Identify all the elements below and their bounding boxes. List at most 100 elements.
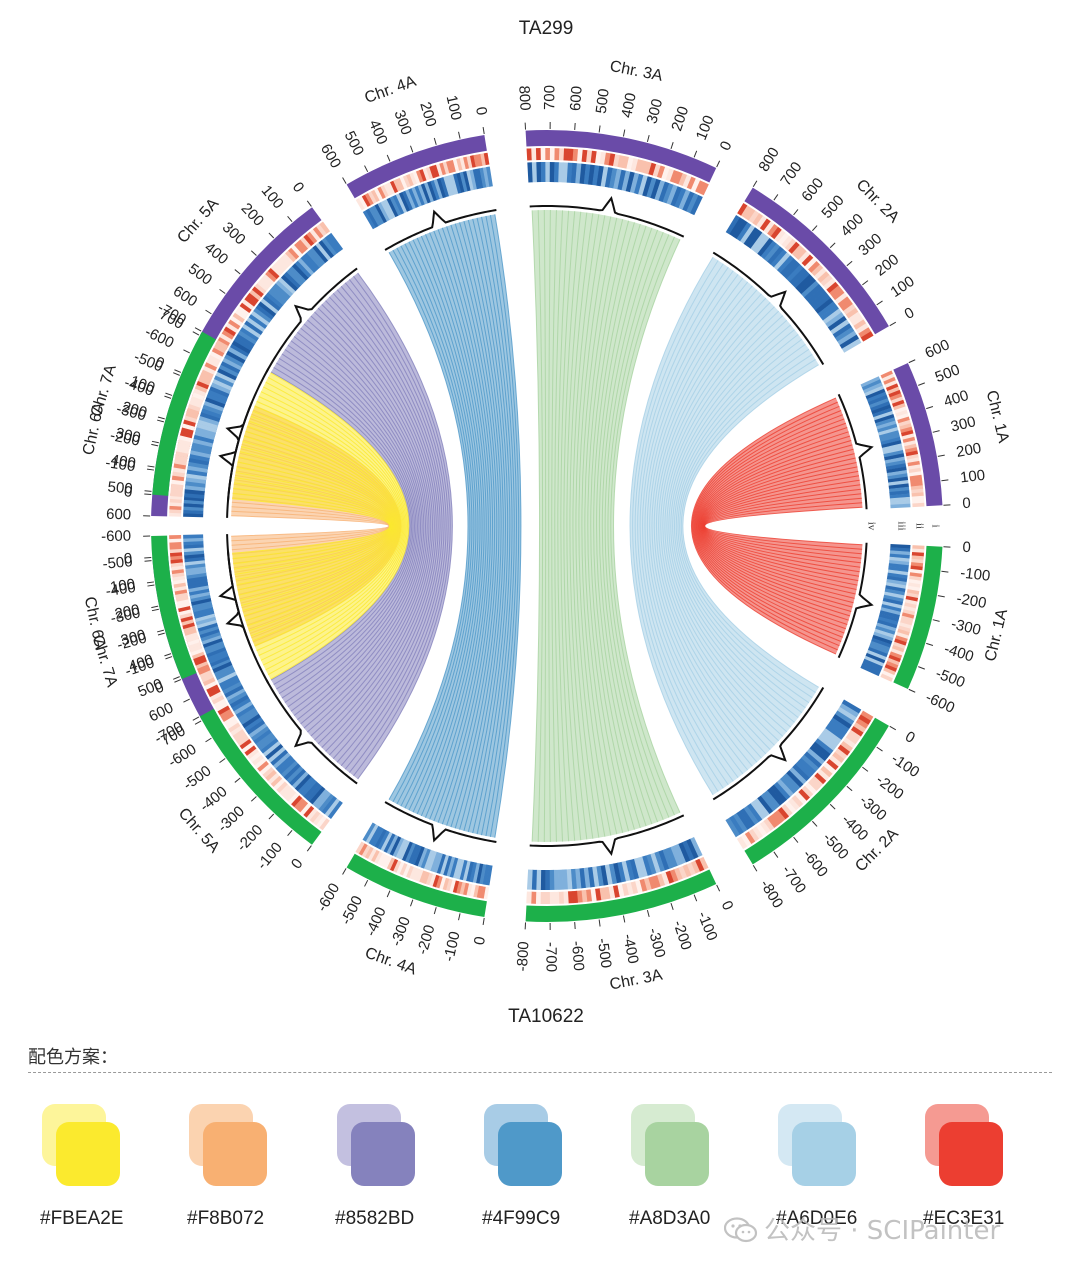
heat-segment <box>191 392 205 401</box>
link-strand <box>489 215 520 837</box>
link-strand <box>353 275 451 777</box>
tick-label: -700 <box>778 862 809 896</box>
link-strand <box>679 353 813 699</box>
heat-segment <box>586 150 593 163</box>
heat-segment <box>904 447 918 454</box>
tick-mark <box>716 884 721 892</box>
heat-segment <box>386 857 395 870</box>
tick-label: -200 <box>873 771 907 803</box>
chromosome-chr7a-bottom <box>152 331 248 499</box>
tick-mark <box>157 629 165 633</box>
tick-mark <box>183 349 190 354</box>
depth-profile <box>225 368 270 501</box>
density-segment <box>888 566 909 573</box>
density-segment <box>750 800 766 820</box>
density-segment <box>827 315 847 332</box>
heat-segment <box>199 669 213 679</box>
density-segment <box>800 754 819 772</box>
density-segment <box>871 637 892 648</box>
density-segment <box>553 162 560 183</box>
tick-mark <box>716 160 721 168</box>
link-strand <box>607 234 670 818</box>
density-segment <box>465 861 474 882</box>
link-strand <box>237 461 393 591</box>
link-strand <box>692 401 838 651</box>
density-segment <box>210 382 231 394</box>
link-strand <box>267 377 408 675</box>
density-segment <box>224 353 244 367</box>
tick-mark <box>433 907 437 915</box>
heat-segment <box>284 789 297 802</box>
heat-segment <box>179 612 193 619</box>
heat-segment <box>682 174 692 188</box>
heat-segment <box>466 883 473 897</box>
tick-mark <box>941 570 949 573</box>
tick-label: -400 <box>838 811 871 844</box>
tick-mark <box>306 200 312 207</box>
depth-profile <box>529 196 685 238</box>
track-label: ii <box>913 523 925 529</box>
heat-segment <box>899 423 912 431</box>
heat-segment <box>540 148 546 161</box>
tick-label: 300 <box>390 108 414 137</box>
density-segment <box>609 167 618 189</box>
density-segment <box>757 795 774 815</box>
link-strand <box>642 274 739 778</box>
heat-segment <box>402 864 411 877</box>
heat-segment <box>891 645 905 653</box>
link-strand <box>634 263 724 789</box>
heat-segment <box>829 755 842 767</box>
heat-segment <box>232 312 245 323</box>
density-segment <box>574 868 582 889</box>
heat-segment <box>209 350 223 361</box>
heat-segment <box>194 384 208 393</box>
tick-mark <box>268 813 275 820</box>
heat-segment <box>911 488 924 494</box>
heat-segment <box>770 226 783 240</box>
link-strand <box>408 241 479 811</box>
heat-segment <box>752 826 764 840</box>
heat-segment <box>770 812 782 826</box>
density-segment <box>306 250 323 268</box>
heat-segment <box>855 323 869 334</box>
density-segment <box>374 828 387 849</box>
heat-segment <box>469 155 477 168</box>
tick-label: -400 <box>105 579 137 600</box>
heat-segment <box>169 545 182 550</box>
density-segment <box>875 417 896 427</box>
heat-segment <box>840 300 854 312</box>
heat-segment <box>259 276 272 289</box>
density-segment <box>725 214 741 235</box>
density-segment <box>638 175 649 196</box>
density-segment <box>188 461 209 470</box>
heat-segment <box>456 158 463 171</box>
depth-profile <box>384 801 497 843</box>
density-segment <box>192 438 214 448</box>
heat-segment <box>184 415 198 423</box>
heat-segment <box>396 177 405 191</box>
heat-segment <box>740 833 752 847</box>
tick-mark <box>205 309 212 315</box>
heat-segment <box>389 858 399 872</box>
tick-mark <box>908 359 916 364</box>
density-segment <box>289 266 307 284</box>
density-segment <box>288 768 306 786</box>
density-segment <box>395 838 408 859</box>
heat-segment <box>834 748 848 760</box>
density-segment <box>526 869 533 890</box>
tick-label: 200 <box>872 251 902 280</box>
heat-segment <box>911 495 925 501</box>
density-segment <box>888 563 909 569</box>
heat-segment <box>777 807 790 820</box>
density-segment <box>562 869 568 890</box>
chromosome-label: Chr. 4A <box>362 73 418 107</box>
density-segment <box>839 334 860 350</box>
heat-segment <box>483 152 490 166</box>
heat-segment <box>912 548 925 554</box>
heat-segment <box>221 712 235 723</box>
density-segment <box>215 667 236 681</box>
heat-segment <box>170 555 183 561</box>
density-segment <box>255 304 275 320</box>
heat-segment <box>264 769 277 781</box>
link-strand <box>662 310 780 742</box>
